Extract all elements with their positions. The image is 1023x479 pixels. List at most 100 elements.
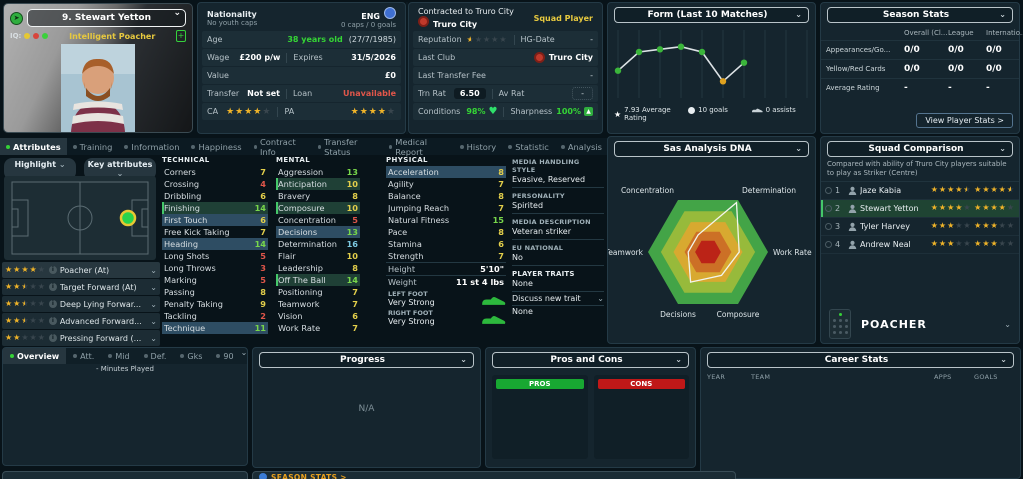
last-club-value[interactable]: Truro City: [548, 53, 593, 62]
attribute-name: Balance: [388, 191, 421, 201]
attribute-row[interactable]: Work Rate 7: [276, 322, 360, 334]
dna-panel-header[interactable]: Sas Analysis DNA ⌄: [614, 141, 809, 157]
attribute-row[interactable]: Corners 7: [162, 166, 268, 178]
striker-position-dot[interactable]: [119, 209, 137, 227]
pros-cons-panel: Pros and Cons ⌄ PROS CONS: [485, 347, 696, 468]
attribute-row[interactable]: Long Throws 3: [162, 262, 268, 274]
season-row-value: 0/0: [948, 45, 964, 55]
overview-tab-90[interactable]: 90: [209, 348, 240, 364]
attribute-name: Teamwork: [278, 299, 320, 309]
club-name[interactable]: Truro City: [433, 20, 478, 29]
position-pitch: [4, 176, 156, 260]
role-row[interactable]: ★ ★ ★ ★ ★ ★ i Target Forward (At) ⌄: [2, 279, 160, 295]
attribute-row[interactable]: Natural Fitness 15: [386, 214, 506, 226]
progress-header[interactable]: Progress ⌄: [259, 352, 474, 368]
tab-attributes[interactable]: Attributes: [0, 138, 67, 155]
attribute-row[interactable]: Decisions 13: [276, 226, 360, 238]
attribute-row[interactable]: Pace 8: [386, 226, 506, 238]
attribute-row[interactable]: Anticipation 10: [276, 178, 360, 190]
role-row[interactable]: ★ ★ ★ ★ ★ i Pressing Forward (... ⌄: [2, 330, 160, 346]
attribute-row[interactable]: Marking 5: [162, 274, 268, 286]
season-stats-strip[interactable]: SEASON STATS >: [252, 471, 736, 479]
progress-title: Progress: [340, 355, 385, 365]
squad-comparison-header[interactable]: Squad Comparison ⌄: [827, 141, 1013, 157]
attribute-row[interactable]: Technique 11: [162, 322, 268, 334]
attribute-row[interactable]: Tackling 2: [162, 310, 268, 322]
view-player-stats-button[interactable]: View Player Stats >: [916, 113, 1013, 128]
attribute-row[interactable]: Teamwork 7: [276, 298, 360, 310]
minutes-played-subtitle: - Minutes Played: [96, 365, 154, 373]
tab-contract-info[interactable]: Contract Info: [248, 137, 312, 157]
overview-tab-att[interactable]: Att.: [66, 348, 101, 364]
role-row[interactable]: ★ ★ ★ ★ ★ i Poacher (At) ⌄: [2, 262, 160, 278]
attribute-row[interactable]: Flair 10: [276, 250, 360, 262]
comparison-row[interactable]: 2 Stewart Yetton ★ ★ ★ ★ ★ ★ ★ ★ ★ ★: [821, 199, 1019, 218]
attribute-row[interactable]: Finishing 14: [162, 202, 268, 214]
attribute-row[interactable]: Long Shots 5: [162, 250, 268, 262]
attribute-row[interactable]: Composure 10: [276, 202, 360, 214]
overview-tab-overview[interactable]: Overview: [3, 348, 67, 364]
truro-crest-icon: [418, 16, 429, 27]
tab-medical-report[interactable]: Medical Report: [383, 137, 454, 157]
attribute-row[interactable]: Balance 8: [386, 190, 506, 202]
attribute-row[interactable]: Crossing 4: [162, 178, 268, 190]
attribute-row[interactable]: Stamina 6: [386, 238, 506, 250]
attribute-row[interactable]: Free Kick Taking 7: [162, 226, 268, 238]
attribute-row[interactable]: Leadership 8: [276, 262, 360, 274]
attribute-name: Concentration: [278, 215, 336, 225]
attribute-row[interactable]: Passing 8: [162, 286, 268, 298]
bottom-strip-left[interactable]: [2, 471, 248, 479]
svg-text:Work Rate: Work Rate: [773, 248, 812, 257]
career-stats-header[interactable]: Career Stats ⌄: [707, 352, 1014, 368]
chevron-down-icon[interactable]: ⌄: [240, 348, 248, 357]
tab-information[interactable]: Information: [118, 138, 185, 155]
tab-history[interactable]: History: [454, 138, 503, 155]
overview-tab-mid[interactable]: Mid: [101, 348, 136, 364]
player-name-dropdown[interactable]: 9. Stewart Yetton ⌄: [27, 8, 186, 27]
comparison-row[interactable]: 4 Andrew Neal ★ ★ ★ ★ ★ ★ ★ ★ ★ ★: [821, 236, 1019, 254]
attribute-row[interactable]: Aggression 13: [276, 166, 360, 178]
tab-happiness[interactable]: Happiness: [185, 138, 247, 155]
development-icon[interactable]: +: [176, 30, 186, 42]
attribute-row[interactable]: Bravery 8: [276, 190, 360, 202]
attribute-row[interactable]: Jumping Reach 7: [386, 202, 506, 214]
comparison-row[interactable]: 3 Tyler Harvey ★ ★ ★ ★ ★ ★ ★ ★ ★ ★: [821, 218, 1019, 236]
attribute-row[interactable]: Vision 6: [276, 310, 360, 322]
attribute-row[interactable]: Penalty Taking 9: [162, 298, 268, 310]
season-stats-header[interactable]: Season Stats ⌄: [827, 7, 1013, 23]
season-row-value: -: [904, 83, 908, 93]
cons-banner: CONS: [597, 379, 685, 389]
player-name: Tyler Harvey: [860, 221, 910, 231]
comparison-row[interactable]: 1 Jaze Kabia ★ ★ ★ ★ ★ ★ ★ ★ ★ ★ ★ ★: [821, 182, 1019, 200]
role-row[interactable]: ★ ★ ★ ★ ★ ★ i Deep Lying Forwar... ⌄: [2, 296, 160, 312]
attribute-row[interactable]: Positioning 7: [276, 286, 360, 298]
attribute-row[interactable]: Acceleration 8: [386, 166, 506, 178]
attribute-name: Free Kick Taking: [164, 227, 230, 237]
key-attributes-dropdown[interactable]: Key attributes ⌄: [84, 158, 156, 180]
attribute-value: 5: [260, 275, 266, 285]
tab-transfer-status[interactable]: Transfer Status: [312, 137, 383, 157]
chevron-down-icon[interactable]: ⌄: [1004, 319, 1011, 329]
attribute-row[interactable]: Agility 7: [386, 178, 506, 190]
attribute-row[interactable]: Dribbling 6: [162, 190, 268, 202]
tab-training[interactable]: Training: [67, 138, 119, 155]
attribute-row[interactable]: Determination 16: [276, 238, 360, 250]
overview-tab-gks[interactable]: Gks: [173, 348, 209, 364]
attribute-row[interactable]: First Touch 6: [162, 214, 268, 226]
star-icon: ★: [262, 106, 271, 117]
tab-statistic[interactable]: Statistic: [502, 138, 555, 155]
attribute-row[interactable]: Heading 14: [162, 238, 268, 250]
attribute-row[interactable]: Concentration 5: [276, 214, 360, 226]
form-panel-header[interactable]: Form (Last 10 Matches) ⌄: [614, 7, 809, 23]
highlight-dropdown[interactable]: Highlight ⌄: [4, 158, 76, 180]
role-row[interactable]: ★ ★ ★ ★ ★ ★ i Advanced Forward... ⌄: [2, 313, 160, 329]
overview-tab-def[interactable]: Def.: [137, 348, 174, 364]
attribute-row[interactable]: Off The Ball 14: [276, 274, 360, 286]
tab-analysis[interactable]: Analysis: [555, 138, 608, 155]
season-row-value: 0/0: [904, 64, 920, 74]
attribute-row[interactable]: Strength 7: [386, 250, 506, 262]
attribute-name: Long Shots: [164, 251, 210, 261]
chevron-down-icon: ⌄: [675, 355, 682, 364]
pros-cons-header[interactable]: Pros and Cons ⌄: [492, 352, 689, 368]
discuss-new-trait-dropdown[interactable]: Discuss new trait ⌄: [512, 292, 604, 306]
